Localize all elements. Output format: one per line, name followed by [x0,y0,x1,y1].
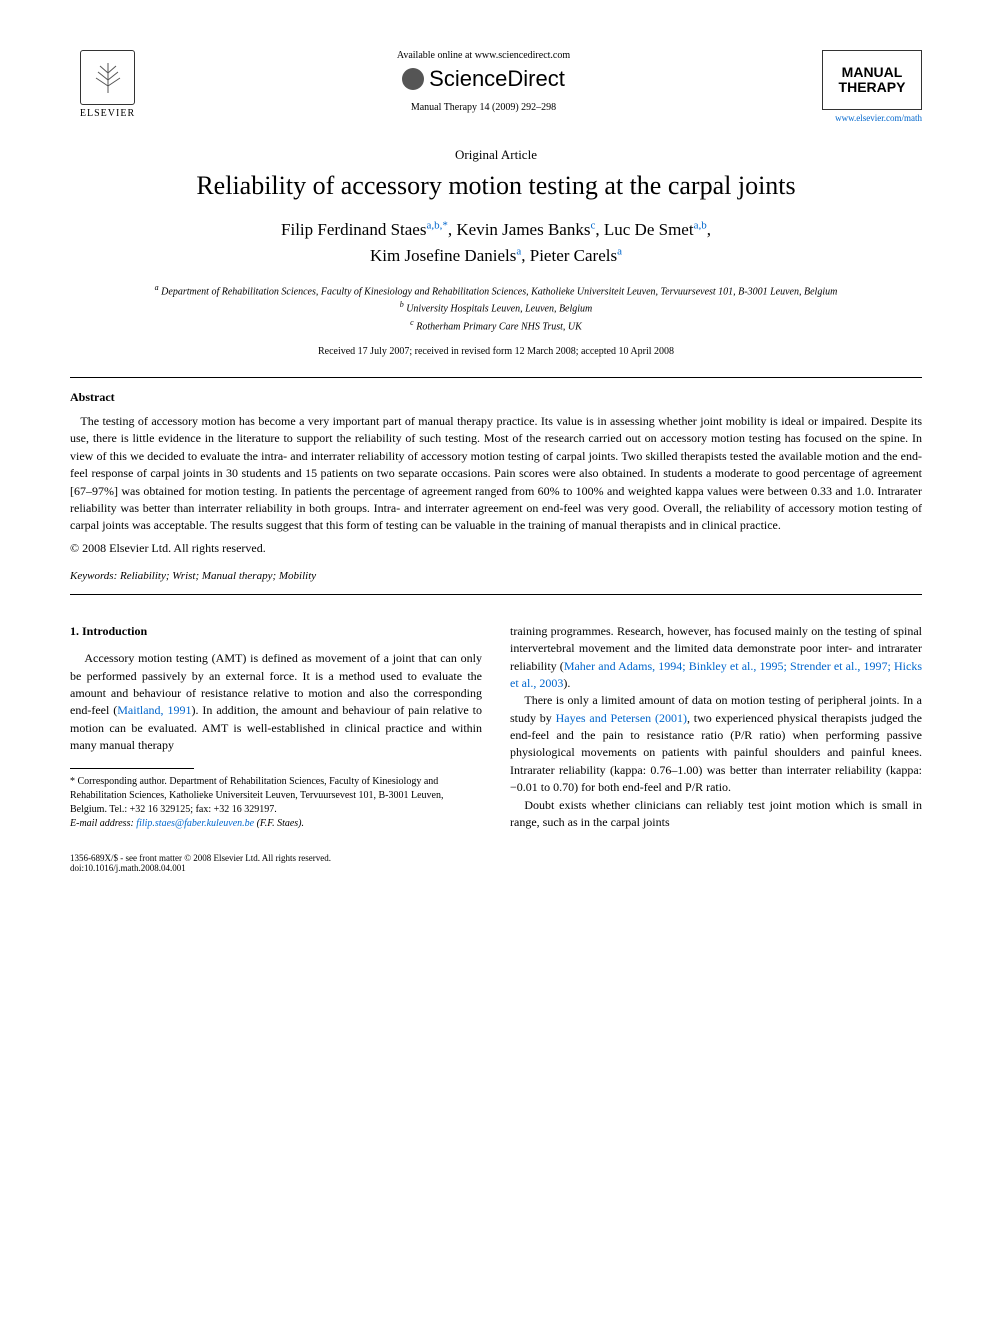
affiliations: a Department of Rehabilitation Sciences,… [70,282,922,334]
email-label: E-mail address: [70,818,134,829]
intro-p2: There is only a limited amount of data o… [510,692,922,796]
corresponding-footnote: * Corresponding author. Department of Re… [70,775,482,831]
cite-maitland[interactable]: Maitland, 1991 [117,703,191,717]
journal-cover-line1: MANUAL [842,65,903,80]
column-left: 1. Introduction Accessory motion testing… [70,623,482,832]
author-3-sup: a,b [694,219,707,231]
intro-p1: Accessory motion testing (AMT) is define… [70,650,482,754]
affiliation-a: Department of Rehabilitation Sciences, F… [161,286,837,297]
author-3: , Luc De Smet [595,220,693,239]
authors: Filip Ferdinand Staesa,b,*, Kevin James … [70,217,922,268]
column-right: training programmes. Research, however, … [510,623,922,832]
cite-multi[interactable]: Maher and Adams, 1994; Binkley et al., 1… [510,659,922,690]
intro-p1-col2-part2: ). [563,676,570,690]
elsevier-logo: ELSEVIER [70,50,145,135]
intro-p3: Doubt exists whether clinicians can reli… [510,797,922,832]
header-top: ELSEVIER Available online at www.science… [70,50,922,135]
elsevier-text: ELSEVIER [80,108,135,119]
page-footer: 1356-689X/$ - see front matter © 2008 El… [70,853,922,873]
footer-line1: 1356-689X/$ - see front matter © 2008 El… [70,853,922,863]
affiliation-c: Rotherham Primary Care NHS Trust, UK [416,321,582,332]
sciencedirect-icon [402,68,424,90]
author-4: Kim Josefine Daniels [370,246,516,265]
keywords-label: Keywords: [70,570,117,582]
author-2: , Kevin James Banks [448,220,591,239]
abstract-heading: Abstract [70,390,922,405]
abstract-body: The testing of accessory motion has beco… [70,414,922,532]
footer-line2: doi:10.1016/j.math.2008.04.001 [70,863,922,873]
sciencedirect-brand: ScienceDirect [145,66,822,92]
journal-link[interactable]: www.elsevier.com/math [822,113,922,123]
email-link[interactable]: filip.staes@faber.kuleuven.be [136,818,254,829]
body-columns: 1. Introduction Accessory motion testing… [70,623,922,832]
article-dates: Received 17 July 2007; received in revis… [70,346,922,357]
available-online: Available online at www.sciencedirect.co… [145,50,822,61]
sciencedirect-text: ScienceDirect [429,66,565,92]
article-title: Reliability of accessory motion testing … [70,171,922,201]
affiliation-b: University Hospitals Leuven, Leuven, Bel… [406,304,592,315]
abstract-text: The testing of accessory motion has beco… [70,413,922,535]
journal-cover-line2: THERAPY [839,80,906,95]
center-header: Available online at www.sciencedirect.co… [145,50,822,113]
intro-heading: 1. Introduction [70,623,482,640]
corr-text: * Corresponding author. Department of Re… [70,776,443,815]
abstract-copyright: © 2008 Elsevier Ltd. All rights reserved… [70,541,922,556]
cite-hayes[interactable]: Hayes and Petersen (2001) [556,711,687,725]
journal-cover: MANUAL THERAPY www.elsevier.com/math [822,50,922,135]
journal-cover-box: MANUAL THERAPY [822,50,922,110]
footnote-divider [70,768,194,769]
article-type: Original Article [70,147,922,163]
elsevier-tree-icon [80,50,135,105]
divider-top [70,377,922,378]
divider-bottom [70,594,922,595]
author-1: Filip Ferdinand Staes [281,220,426,239]
author-1-sup: a,b,* [426,219,447,231]
journal-reference: Manual Therapy 14 (2009) 292–298 [145,102,822,113]
author-5: , Pieter Carels [521,246,617,265]
author-5-sup: a [617,245,622,257]
keywords-values: Reliability; Wrist; Manual therapy; Mobi… [117,570,316,582]
email-suffix: (F.F. Staes). [254,818,304,829]
intro-p1-cont: training programmes. Research, however, … [510,623,922,693]
keywords: Keywords: Reliability; Wrist; Manual the… [70,570,922,582]
